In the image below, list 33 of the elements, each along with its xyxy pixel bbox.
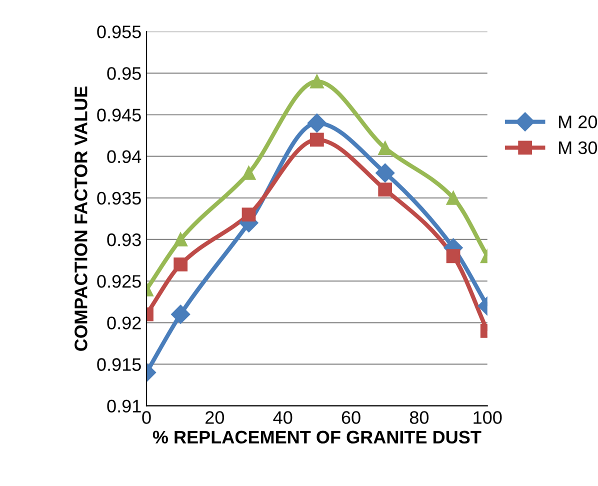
point	[174, 257, 188, 272]
point	[307, 114, 326, 133]
point	[310, 132, 324, 147]
y-tick-label: 0.92	[107, 316, 141, 330]
y-tick-label: 0.955	[97, 26, 141, 38]
y-tick-label: 0.95	[107, 67, 141, 80]
x-tick-label: 100	[474, 411, 502, 424]
y-tick-label: 0.925	[97, 275, 141, 288]
point	[310, 74, 324, 88]
point	[446, 249, 460, 264]
point	[376, 163, 395, 182]
x-tick-label: 40	[273, 411, 292, 424]
x-tick-label: 0	[142, 411, 151, 424]
y-tick-label: 0.91	[107, 400, 141, 413]
legend-label: M 30	[559, 141, 598, 154]
x-tick-label: 80	[410, 411, 429, 424]
point	[174, 232, 188, 246]
point	[378, 182, 392, 197]
x-tick-label: 60	[342, 411, 360, 424]
y-tick-label: 0.945	[97, 108, 141, 122]
y-tick-label: 0.93	[107, 233, 141, 246]
y-tick-label: 0.935	[97, 192, 141, 205]
point	[242, 208, 256, 222]
legend-label: M 20	[559, 116, 598, 128]
point	[446, 190, 460, 205]
y-tick-label: 0.94	[107, 150, 142, 164]
point	[171, 304, 190, 324]
y-axis-title: COMPACTION FACTOR VALUE	[74, 86, 88, 351]
point	[242, 166, 256, 180]
x-axis-title: % REPLACEMENT OF GRANITE DUST	[152, 430, 482, 444]
y-tick-label: 0.915	[97, 358, 141, 371]
x-tick-label: 20	[206, 411, 224, 424]
point	[378, 141, 392, 155]
